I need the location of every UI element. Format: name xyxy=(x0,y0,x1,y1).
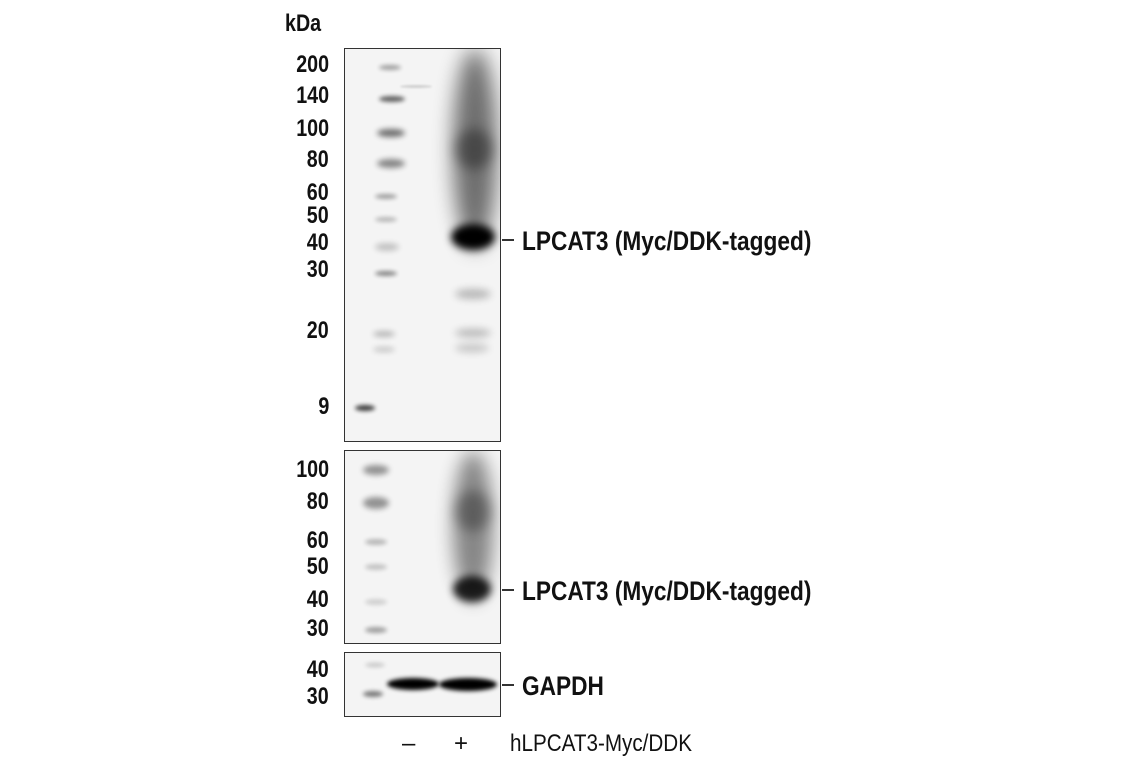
protein-band xyxy=(365,599,387,605)
protein-band xyxy=(453,576,491,602)
protein-band xyxy=(387,678,439,690)
protein-band xyxy=(451,224,495,250)
marker-label: 50 xyxy=(307,553,329,580)
marker-label: 30 xyxy=(307,683,329,710)
protein-band xyxy=(455,329,491,337)
marker-label: 40 xyxy=(307,229,329,256)
marker-label: 40 xyxy=(307,656,329,683)
blot-panel-lpcat3-long xyxy=(344,48,501,442)
marker-label: 50 xyxy=(307,202,329,229)
protein-band xyxy=(455,129,493,169)
protein-band xyxy=(365,564,387,570)
protein-band xyxy=(363,465,389,475)
lane-sign-plus: + xyxy=(454,730,469,757)
blot-panel-lpcat3-short xyxy=(344,450,501,644)
marker-label: 140 xyxy=(296,82,329,109)
protein-band xyxy=(379,65,401,70)
marker-label: 60 xyxy=(307,179,329,206)
marker-label: 100 xyxy=(296,456,329,483)
protein-band xyxy=(365,539,387,545)
protein-band xyxy=(365,627,387,633)
marker-label: 30 xyxy=(307,256,329,283)
annotation-gapdh: GAPDH xyxy=(522,671,604,701)
annotation-tick xyxy=(502,239,514,241)
annotation-tick xyxy=(502,684,514,686)
blot-panel-gapdh xyxy=(344,652,501,717)
lane-sign-minus: – xyxy=(402,730,416,757)
marker-label: 200 xyxy=(296,51,329,78)
unit-label: kDa xyxy=(285,10,322,37)
protein-band xyxy=(355,405,375,411)
marker-label: 60 xyxy=(307,527,329,554)
annotation-lpcat3-short: LPCAT3 (Myc/DDK-tagged) xyxy=(522,576,812,606)
marker-label: 30 xyxy=(307,615,329,642)
protein-band xyxy=(379,96,405,102)
marker-label: 100 xyxy=(296,115,329,142)
protein-band xyxy=(373,347,395,352)
protein-band xyxy=(455,289,491,299)
protein-band xyxy=(455,344,489,352)
protein-band xyxy=(377,129,405,137)
marker-label: 80 xyxy=(307,146,329,173)
protein-band xyxy=(375,243,399,251)
marker-label: 40 xyxy=(307,586,329,613)
marker-label: 80 xyxy=(307,488,329,515)
protein-band xyxy=(363,497,389,509)
protein-band xyxy=(375,217,397,222)
protein-band xyxy=(377,159,405,168)
protein-band xyxy=(365,663,385,667)
protein-band xyxy=(373,331,395,337)
protein-band xyxy=(439,678,497,691)
protein-band xyxy=(400,85,432,88)
marker-label: 20 xyxy=(307,317,329,344)
protein-band xyxy=(453,49,497,249)
protein-band xyxy=(375,194,397,199)
protein-band xyxy=(375,271,397,276)
annotation-tick xyxy=(502,589,514,591)
protein-band xyxy=(455,491,491,531)
marker-label: 9 xyxy=(318,393,329,420)
treatment-label: hLPCAT3-Myc/DDK xyxy=(510,730,692,757)
protein-band xyxy=(363,691,383,697)
annotation-lpcat3-long: LPCAT3 (Myc/DDK-tagged) xyxy=(522,226,812,256)
